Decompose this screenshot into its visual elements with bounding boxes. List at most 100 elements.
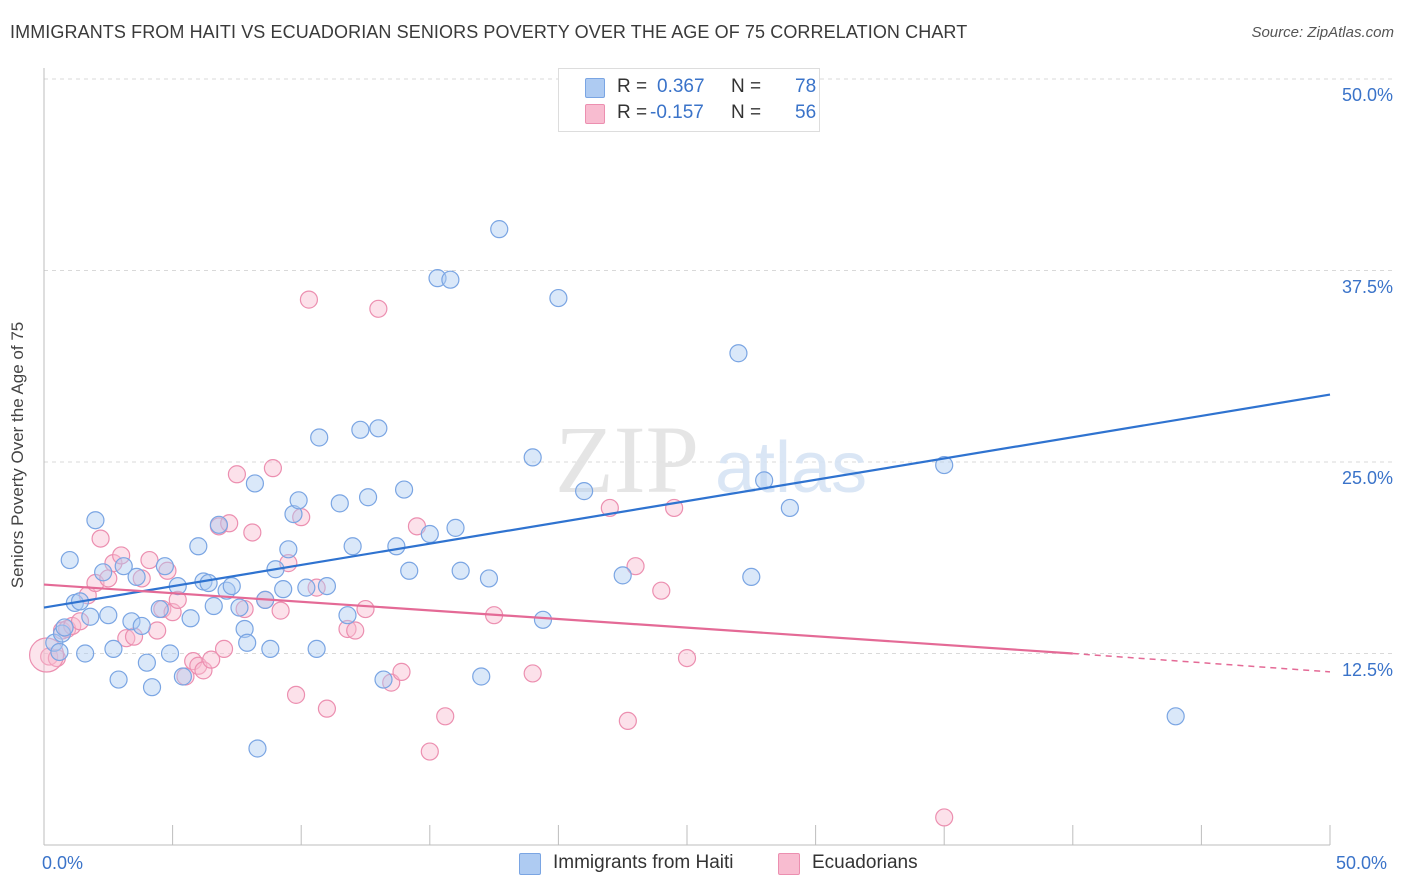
scatter-point-haiti <box>297 578 316 597</box>
scatter-point-haiti <box>248 739 267 758</box>
scatter-point-haiti <box>209 515 228 534</box>
scatter-point-haiti <box>60 550 79 570</box>
y-tick-label: 12.5% <box>1341 659 1393 680</box>
legend-swatch-haiti <box>585 78 605 98</box>
scatter-point-ecuadorians <box>299 290 319 309</box>
scatter-point-ecuadorians <box>286 685 306 704</box>
watermark: ZIP atlas <box>555 406 867 513</box>
scatter-point-ecuadorians <box>117 629 136 648</box>
scatter-point-ecuadorians <box>40 647 59 666</box>
scatter-point-haiti <box>575 482 594 501</box>
scatter-point-ecuadorians <box>652 581 671 600</box>
scatter-point-ecuadorians <box>227 465 246 484</box>
scatter-point-haiti <box>729 344 748 363</box>
scatter-point-haiti <box>523 448 542 467</box>
scatter-point-haiti <box>94 563 113 582</box>
scatter-point-haiti <box>742 567 761 587</box>
scatter-point-ecuadorians <box>112 546 131 565</box>
scatter-point-haiti <box>137 653 156 672</box>
scatter-point-ecuadorians <box>168 590 187 609</box>
y-tick-label: 25.0% <box>1341 468 1393 488</box>
bottom-legend-label-ecuadorians: Ecuadorians <box>812 852 918 873</box>
scatter-point-haiti <box>55 618 74 637</box>
scatter-point-haiti <box>374 670 393 689</box>
scatter-point-haiti <box>490 220 509 239</box>
scatter-point-haiti <box>284 504 303 524</box>
scatter-point-haiti <box>343 537 362 556</box>
scatter-point-haiti <box>45 633 64 652</box>
scatter-point-haiti <box>479 569 499 588</box>
scatter-point-haiti <box>104 639 123 659</box>
scatter-point-haiti <box>533 610 553 629</box>
y-axis-label: Seniors Poverty Over the Age of 75 <box>8 321 27 589</box>
scatter-point-haiti <box>1166 707 1185 726</box>
scatter-point-haiti <box>451 561 470 580</box>
scatter-point-ecuadorians <box>148 621 167 640</box>
scatter-point-ecuadorians <box>91 529 110 548</box>
scatter-point-ecuadorians <box>271 601 290 620</box>
bottom-legend-swatch-haiti <box>519 853 541 875</box>
scatter-point-ecuadorians <box>356 599 375 619</box>
scatter-point-haiti <box>181 609 200 628</box>
scatter-point-haiti <box>127 567 146 587</box>
x-tick-label-min: 0.0% <box>42 853 84 873</box>
scatter-point-haiti <box>472 667 491 686</box>
scatter-point-haiti <box>122 612 141 631</box>
trend-line-haiti <box>43 393 1331 609</box>
scatter-point-haiti <box>199 573 218 593</box>
scatter-point-ecuadorians <box>626 557 645 576</box>
scatter-point-haiti <box>549 288 568 308</box>
legend-swatch-ecuadorians <box>585 104 605 124</box>
scatter-point-haiti <box>132 616 151 636</box>
scatter-point-haiti <box>76 644 95 663</box>
scatter-point-ecuadorians <box>338 619 357 639</box>
scatter-point-haiti <box>780 498 799 518</box>
bottom-legend-swatch-ecuadorians <box>778 853 800 875</box>
scatter-point-haiti <box>222 576 241 596</box>
scatter-point-ecuadorians <box>618 711 637 731</box>
scatter-point-haiti <box>330 494 349 513</box>
scatter-point-haiti <box>155 557 174 576</box>
x-tick-label-max: 50.0% <box>1336 853 1388 873</box>
scatter-point-ecuadorians <box>369 299 388 318</box>
haiti-points <box>45 220 1185 758</box>
scatter-point-haiti <box>142 678 162 697</box>
scatter-point-haiti <box>400 561 419 580</box>
trend-lines <box>43 393 1331 673</box>
trend-line-ecuadorians <box>43 583 1073 655</box>
scatter-point-haiti <box>317 576 337 596</box>
scatter-point-ecuadorians <box>317 699 337 718</box>
watermark-atlas: atlas <box>715 428 867 508</box>
scatter-point-haiti <box>150 599 169 619</box>
scatter-point-ecuadorians <box>104 554 123 573</box>
scatter-point-ecuadorians <box>935 808 954 827</box>
y-tick-label: 37.5% <box>1341 276 1393 297</box>
scatter-point-haiti <box>369 419 388 438</box>
scatter-point-ecuadorians <box>202 650 221 669</box>
trend-line-ecuadorians-extension <box>1072 652 1331 673</box>
scatter-point-ecuadorians <box>523 664 542 683</box>
scatter-point-haiti <box>245 474 265 493</box>
scatter-point-haiti <box>274 580 293 599</box>
y-tick-label: 50.0% <box>1341 85 1393 105</box>
scatter-point-ecuadorians <box>346 621 365 640</box>
legend-r-value: -0.157 <box>650 102 704 123</box>
scatter-point-haiti <box>441 270 460 289</box>
scatter-point-ecuadorians <box>243 523 262 542</box>
grid-lines <box>44 78 1395 654</box>
scatter-point-haiti <box>446 518 465 537</box>
scatter-point-ecuadorians <box>263 459 283 478</box>
chart-title: IMMIGRANTS FROM HAITI VS ECUADORIAN SENI… <box>10 22 968 42</box>
scatter-point-ecuadorians <box>392 662 411 681</box>
scatter-point-ecuadorians <box>436 707 455 726</box>
scatter-point-haiti <box>189 537 208 556</box>
scatter-point-haiti <box>109 670 128 689</box>
scatter-point-ecuadorians <box>677 648 697 668</box>
scatter-point-haiti <box>173 667 192 686</box>
legend-n-value: 56 <box>795 102 817 123</box>
scatter-point-haiti <box>230 598 249 617</box>
scatter-point-haiti <box>420 524 439 544</box>
legend-n-label: N = <box>731 76 762 97</box>
legend-r-label: R = <box>617 76 648 97</box>
